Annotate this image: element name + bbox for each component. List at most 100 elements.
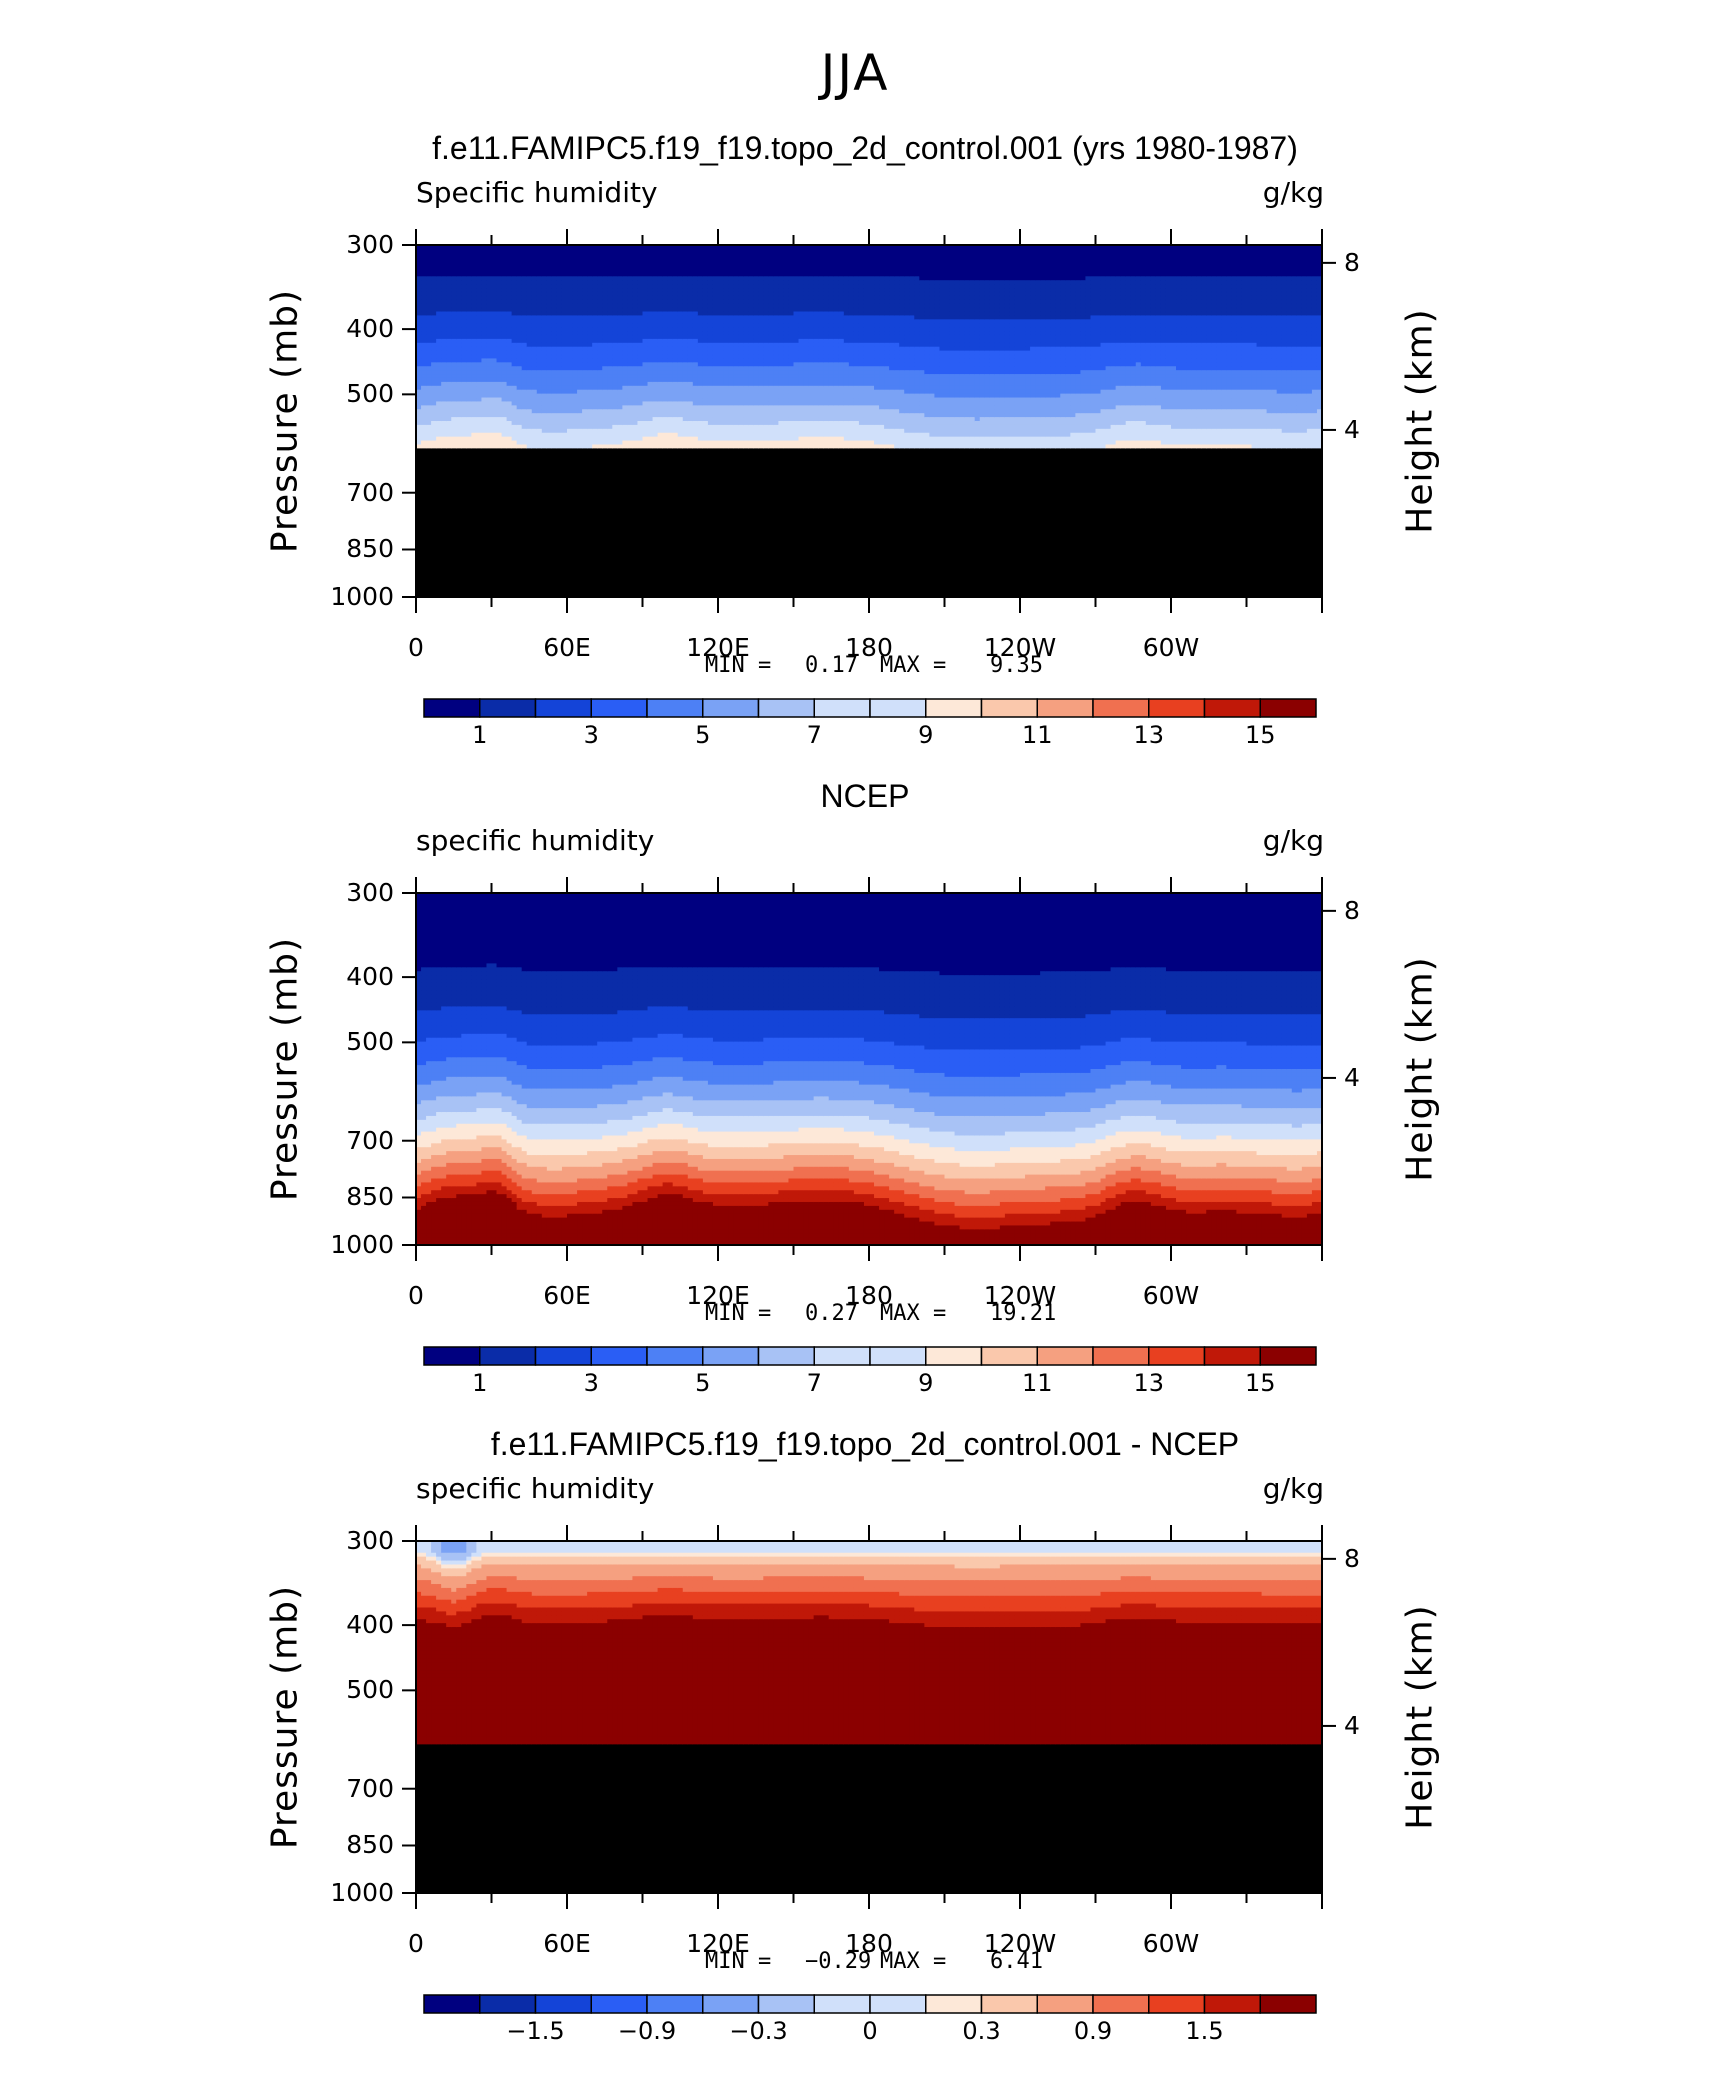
- contour-cell: [642, 565, 649, 571]
- contour-cell: [607, 495, 613, 500]
- contour-cell: [491, 432, 498, 438]
- contour-cell: [431, 530, 437, 536]
- contour-cell: [607, 475, 613, 481]
- contour-cell: [582, 295, 588, 301]
- contour-cell: [426, 370, 432, 375]
- contour-cell: [526, 456, 533, 461]
- contour-cell: [572, 483, 578, 489]
- contour-cell: [536, 295, 543, 301]
- contour-cell: [511, 514, 518, 520]
- contour-cell: [526, 268, 533, 273]
- contour-cell: [657, 573, 664, 579]
- contour-cell: [627, 299, 634, 305]
- contour-cell: [506, 268, 513, 273]
- contour-cell: [511, 284, 518, 289]
- contour-cell: [622, 284, 628, 289]
- contour-cell: [541, 530, 548, 536]
- contour-cell: [627, 503, 634, 508]
- contour-cell: [446, 475, 452, 481]
- contour-cell: [572, 327, 578, 332]
- contour-cell: [516, 553, 523, 559]
- contour-cell: [567, 288, 573, 293]
- contour-cell: [677, 291, 684, 297]
- contour-cell: [622, 479, 628, 485]
- contour-cell: [622, 331, 628, 336]
- contour-cell: [682, 499, 689, 504]
- contour-cell: [526, 354, 533, 360]
- contour-cell: [612, 315, 618, 320]
- contour-cell: [416, 370, 422, 375]
- contour-cell: [546, 393, 553, 399]
- contour-cell: [461, 409, 467, 414]
- contour-cell: [441, 327, 447, 332]
- contour-cell: [501, 350, 508, 356]
- contour-cell: [551, 542, 558, 547]
- contour-cell: [486, 448, 493, 453]
- contour-cell: [501, 268, 508, 273]
- contour-cell: [536, 573, 543, 579]
- contour-cell: [607, 510, 613, 516]
- contour-cell: [677, 526, 684, 532]
- contour-cell: [466, 479, 472, 485]
- contour-cell: [541, 413, 548, 418]
- contour-cell: [491, 456, 498, 461]
- contour-cell: [672, 518, 679, 524]
- contour-cell: [446, 487, 452, 492]
- contour-cell: [617, 585, 623, 590]
- contour-cell: [577, 268, 583, 273]
- contour-cell: [511, 569, 518, 575]
- contour-cell: [506, 467, 513, 473]
- contour-cell: [546, 585, 553, 590]
- contour-cell: [416, 452, 422, 457]
- contour-cell: [642, 444, 649, 449]
- contour-cell: [546, 413, 553, 418]
- contour-cell: [456, 245, 462, 250]
- contour-cell: [617, 358, 623, 363]
- contour-cell: [602, 276, 608, 281]
- contour-cell: [501, 256, 508, 262]
- contour-cell: [446, 409, 452, 414]
- contour-cell: [657, 377, 664, 383]
- contour-cell: [682, 331, 689, 336]
- contour-cell: [677, 530, 684, 536]
- contour-cell: [476, 471, 483, 477]
- contour-cell: [662, 413, 669, 418]
- contour-cell: [632, 370, 639, 375]
- contour-cell: [491, 346, 498, 352]
- contour-cell: [667, 385, 674, 391]
- contour-cell: [612, 397, 618, 403]
- contour-cell: [471, 342, 477, 348]
- contour-cell: [627, 307, 634, 313]
- contour-cell: [617, 389, 623, 395]
- contour-cell: [677, 385, 684, 391]
- contour-cell: [506, 291, 513, 297]
- contour-cell: [637, 358, 644, 363]
- contour-cell: [561, 260, 568, 266]
- contour-cell: [642, 366, 649, 371]
- contour-cell: [416, 522, 422, 528]
- contour-cell: [687, 334, 694, 340]
- contour-cell: [511, 295, 518, 301]
- contour-cell: [466, 581, 472, 586]
- contour-cell: [622, 585, 628, 590]
- contour-cell: [451, 276, 457, 281]
- contour-cell: [421, 553, 427, 559]
- contour-cell: [436, 522, 442, 528]
- contour-cell: [466, 288, 472, 293]
- contour-cell: [632, 444, 639, 449]
- contour-cell: [491, 483, 498, 489]
- contour-cell: [561, 483, 568, 489]
- contour-cell: [672, 424, 679, 430]
- contour-cell: [471, 444, 477, 449]
- contour-cell: [486, 381, 493, 387]
- contour-cell: [486, 585, 493, 590]
- contour-cell: [677, 401, 684, 406]
- contour-cell: [456, 342, 462, 348]
- contour-cell: [667, 248, 674, 254]
- contour-cell: [456, 358, 462, 363]
- contour-cell: [602, 417, 608, 422]
- contour-cell: [511, 248, 518, 254]
- contour-cell: [592, 440, 598, 446]
- contour-cell: [421, 530, 427, 536]
- contour-cell: [431, 358, 437, 363]
